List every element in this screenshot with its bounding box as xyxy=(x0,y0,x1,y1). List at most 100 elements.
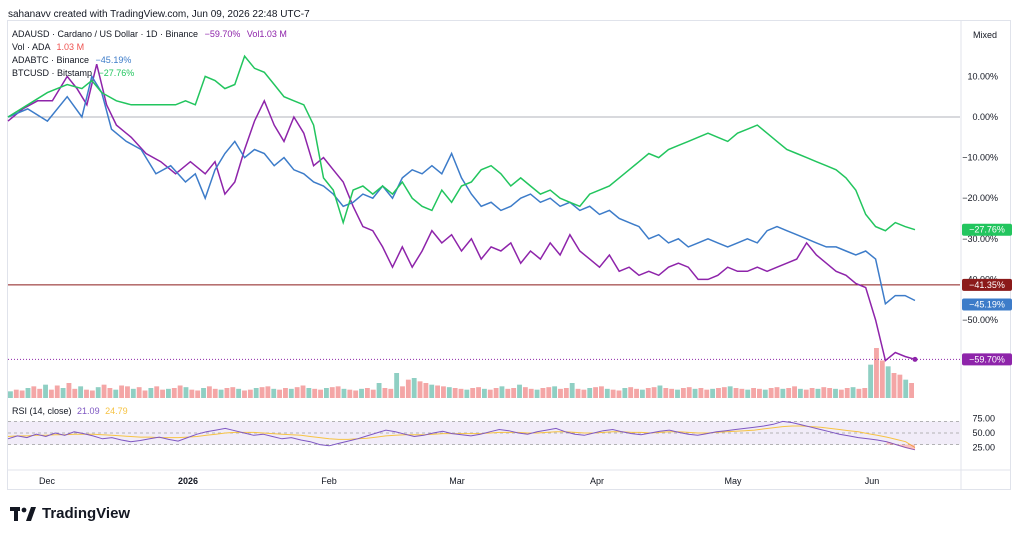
legend-volume[interactable]: Vol · ADA 1.03 M xyxy=(12,41,287,54)
series-line-adabtc xyxy=(7,74,916,306)
volume-bar xyxy=(113,389,119,398)
scale-mode-label[interactable]: Mixed xyxy=(973,30,997,40)
volume-bar xyxy=(101,384,107,398)
badge-hline-text: −41.35% xyxy=(969,280,1005,290)
volume-bar xyxy=(394,373,400,398)
x-tick-label: Mar xyxy=(449,476,465,486)
volume-bar xyxy=(125,386,130,398)
volume-bar xyxy=(364,388,370,398)
series-line-btcusd xyxy=(7,54,916,232)
volume-bar xyxy=(692,388,698,398)
volume-bar xyxy=(628,387,634,398)
volume-bar xyxy=(727,386,733,398)
volume-bar xyxy=(797,388,803,398)
volume-bar xyxy=(622,388,628,398)
volume-bar xyxy=(323,388,329,398)
volume-bar xyxy=(903,379,909,398)
volume-bar xyxy=(142,390,148,398)
volume-bar xyxy=(721,387,727,398)
volume-bar xyxy=(874,348,879,398)
volume-bar xyxy=(8,391,13,398)
volume-bar xyxy=(236,388,242,398)
volume-bar xyxy=(698,388,704,398)
rsi-tick-label: 25.00 xyxy=(972,443,995,453)
volume-bar xyxy=(593,387,599,398)
volume-bar xyxy=(821,387,827,398)
volume-bar xyxy=(897,374,903,398)
volume-bar xyxy=(499,386,505,398)
volume-bar xyxy=(177,385,183,398)
volume-bar xyxy=(359,388,364,398)
legend-adausd-value: −59.70% xyxy=(204,29,241,39)
volume-bar xyxy=(288,388,294,398)
chart-legend: ADAUSD · Cardano / US Dollar · 1D · Bina… xyxy=(12,28,287,80)
volume-bar xyxy=(95,387,101,398)
volume-bar xyxy=(534,389,540,398)
volume-bar xyxy=(247,389,253,398)
volume-bar xyxy=(400,386,405,398)
rsi-legend[interactable]: RSI (14, close) 21.09 24.79 xyxy=(12,406,128,416)
volume-bar xyxy=(253,388,259,398)
x-tick-label: Feb xyxy=(321,476,337,486)
legend-adausd-vol: Vol1.03 M xyxy=(246,29,287,39)
legend-adabtc[interactable]: ADABTC · Binance −45.19% xyxy=(12,54,287,67)
volume-bar xyxy=(329,387,335,398)
y-tick-label: −10.00% xyxy=(962,153,998,163)
volume-bar xyxy=(669,388,675,398)
series-lines xyxy=(7,54,918,362)
volume-bar xyxy=(891,373,897,398)
volume-bar xyxy=(318,389,323,398)
volume-bar xyxy=(160,389,165,398)
volume-bar xyxy=(827,388,833,398)
volume-bar xyxy=(762,389,768,398)
volume-bar xyxy=(838,389,844,398)
volume-bar xyxy=(271,388,277,398)
tradingview-logo[interactable]: TradingView xyxy=(10,505,130,522)
volume-bar xyxy=(107,388,113,398)
volume-bar xyxy=(300,385,306,398)
x-tick-label: Apr xyxy=(590,476,604,486)
volume-bar xyxy=(868,364,874,398)
volume-bar xyxy=(31,386,37,398)
volume-bar xyxy=(604,388,610,398)
volume-bar xyxy=(19,390,25,398)
volume-bar xyxy=(745,389,751,398)
volume-bar xyxy=(686,387,692,398)
volume-bar xyxy=(341,388,347,398)
volume-bar xyxy=(680,388,686,398)
legend-volume-name: Vol · ADA xyxy=(12,42,51,52)
volume-bar xyxy=(657,385,663,398)
legend-btcusd[interactable]: BTCUSD · Bitstamp −27.76% xyxy=(12,67,287,80)
badge-btcusd-text: −27.76% xyxy=(969,225,1005,235)
volume-bar xyxy=(511,388,517,398)
volume-bar xyxy=(417,381,423,398)
rsi-legend-value: 21.09 xyxy=(77,406,100,416)
volume-bar xyxy=(452,388,458,398)
volume-bar xyxy=(909,383,914,398)
rsi-line xyxy=(7,420,916,451)
volume-bar xyxy=(119,385,125,398)
volume-bar xyxy=(522,387,528,398)
volume-bar xyxy=(487,389,493,398)
volume-bar xyxy=(224,388,230,398)
volume-bar xyxy=(704,389,710,398)
volume-bar xyxy=(183,387,189,398)
badge-hline xyxy=(962,278,1012,291)
volume-bar xyxy=(879,360,885,398)
volume-bar xyxy=(639,389,645,398)
volume-bar xyxy=(476,387,481,398)
volume-bar xyxy=(587,388,593,398)
legend-adausd-name: ADAUSD · Cardano / US Dollar · 1D · Bina… xyxy=(12,29,199,39)
badge-adausd xyxy=(962,353,1012,366)
legend-adausd[interactable]: ADAUSD · Cardano / US Dollar · 1D · Bina… xyxy=(12,28,287,41)
volume-bar xyxy=(546,387,552,398)
volume-bar xyxy=(265,386,271,398)
volume-bar xyxy=(306,388,312,398)
volume-bar xyxy=(833,388,838,398)
volume-bar xyxy=(89,390,95,398)
rsi-panel xyxy=(7,420,960,451)
volume-bar xyxy=(458,388,464,398)
volume-bar xyxy=(844,388,850,398)
rsi-legend-ma-value: 24.79 xyxy=(105,406,128,416)
